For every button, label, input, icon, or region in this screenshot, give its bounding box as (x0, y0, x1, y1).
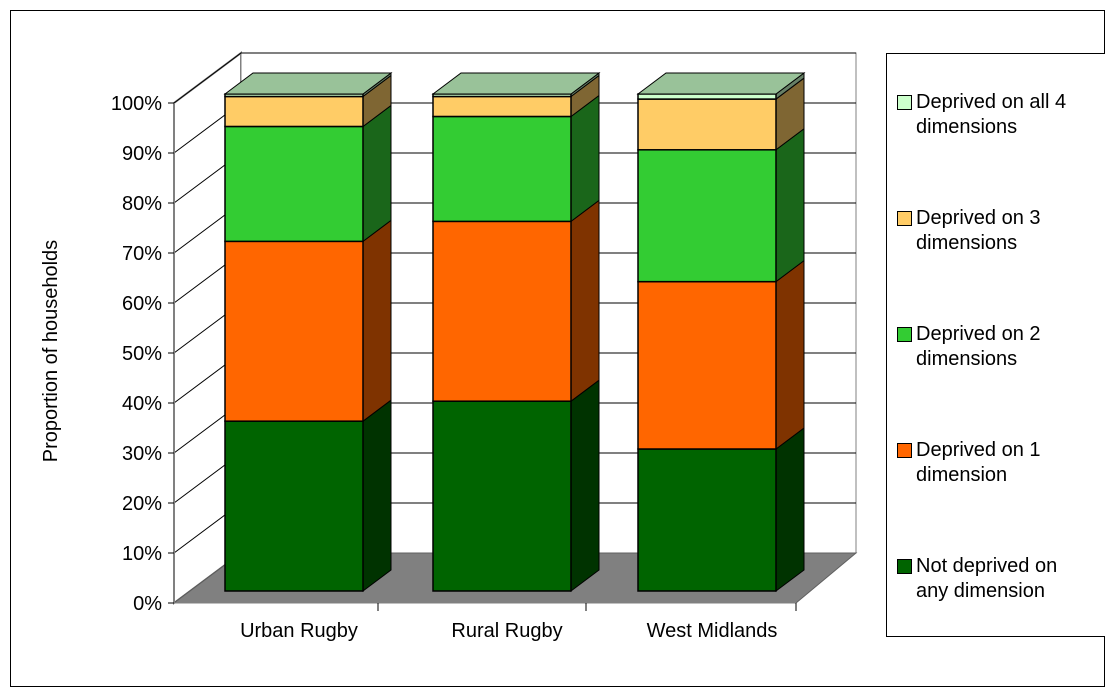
bar-segment (432, 400, 572, 592)
bar-segment (637, 98, 777, 151)
bar-top-face (431, 72, 601, 95)
legend-swatch (897, 95, 912, 110)
bar-segment-side (362, 104, 392, 243)
bar-top-face (223, 72, 393, 95)
bar-segment (637, 149, 777, 283)
bar-segment-side (570, 199, 600, 403)
legend-label: Deprived on 3 dimensions (916, 207, 1041, 254)
bar-segment (637, 93, 777, 100)
y-tick-label: 30% (122, 443, 162, 465)
bar-segment (637, 280, 777, 450)
y-tick-label: 60% (122, 293, 162, 315)
legend-label: Deprived on 2 dimensions (916, 323, 1041, 370)
bar-segment (224, 420, 364, 592)
bar-segment-side (362, 219, 392, 423)
bar-segment (432, 115, 572, 223)
y-tick-label: 50% (122, 343, 162, 365)
y-axis-title: Proportion of households (40, 240, 62, 462)
bar-segment (637, 448, 777, 592)
bars (223, 72, 806, 592)
bar-segment (224, 95, 364, 128)
x-category-label: Rural Rugby (451, 620, 562, 642)
bar-segment-side (775, 259, 805, 450)
legend-label: Deprived on all 4 dimensions (916, 91, 1067, 138)
bar-segment-side (362, 399, 392, 592)
y-tick-label: 70% (122, 243, 162, 265)
y-tick-label: 90% (122, 143, 162, 165)
chart-plot: 0% 10% 20% 30% 40% 50% 60% 70% 80% 90% 100% Urban … (40, 51, 858, 642)
axes (168, 102, 797, 611)
y-tick-label: 20% (122, 493, 162, 515)
legend-swatch (897, 327, 912, 342)
x-category-label: West Midlands (647, 620, 778, 642)
bar-segment (432, 220, 572, 402)
legend-item: Deprived on 1 dimension (897, 438, 1105, 488)
y-tick-label: 10% (122, 543, 162, 565)
legend-item: Deprived on 3 dimensions (897, 206, 1105, 256)
y-tick-label: 80% (122, 193, 162, 215)
legend-label: Deprived on 1 dimension (916, 439, 1041, 486)
chart-frame: 0% 10% 20% 30% 40% 50% 60% 70% 80% 90% 100% Urban … (10, 10, 1105, 687)
bar-top-face (636, 72, 806, 95)
legend: Deprived on all 4 dimensions Deprived on … (886, 53, 1105, 637)
legend-item: Not deprived on any dimension (897, 554, 1105, 604)
y-tick-label: 100% (111, 93, 162, 115)
bar-segment-side (775, 427, 805, 592)
y-tick-label: 0% (133, 593, 162, 615)
bar-segment (224, 240, 364, 422)
y-tick-labels: 0% 10% 20% 30% 40% 50% 60% 70% 80% 90% 100% (111, 93, 162, 615)
x-category-labels: Urban Rugby Rural Rugby West Midlands (240, 620, 777, 642)
bar-segment-side (570, 94, 600, 223)
legend-swatch (897, 443, 912, 458)
bar-segment-side (775, 127, 805, 283)
legend-swatch (897, 559, 912, 574)
legend-item: Deprived on 2 dimensions (897, 322, 1105, 372)
gridline (173, 52, 856, 104)
legend-item: Deprived on all 4 dimensions (897, 90, 1105, 140)
bar-segment-side (570, 379, 600, 592)
bar-segment (432, 95, 572, 118)
legend-label: Not deprived on any dimension (916, 555, 1058, 602)
legend-swatch (897, 211, 912, 226)
y-tick-label: 40% (122, 393, 162, 415)
x-category-label: Urban Rugby (240, 620, 358, 642)
bar-segment (224, 125, 364, 243)
